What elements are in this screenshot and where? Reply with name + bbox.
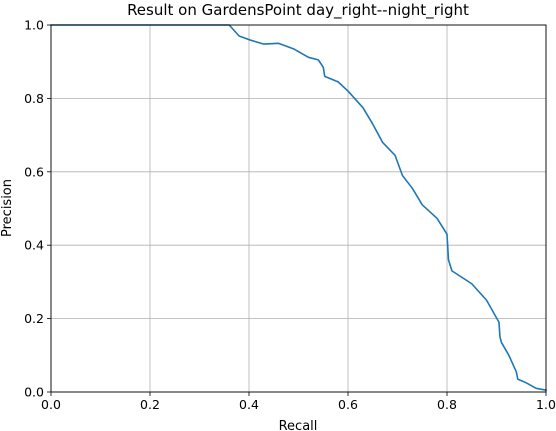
x-tick-label: 0.4	[239, 397, 259, 412]
precision-recall-line	[50, 24, 547, 392]
y-tick-label: 0.6	[24, 164, 44, 179]
x-tick-label: 0.0	[41, 397, 61, 412]
x-tick-label: 0.8	[437, 397, 457, 412]
x-tick-label: 0.6	[338, 397, 358, 412]
plot-area-border	[50, 24, 547, 393]
grid-lines	[50, 24, 547, 393]
tick-labels: 0.0 0.2 0.4 0.6 0.8 1.0 0.0 0.2 0.4 0.6 0.8 1.0	[24, 18, 556, 413]
y-tick-label: 0.2	[24, 311, 44, 326]
x-tick-label: 1.0	[536, 397, 556, 412]
y-tick-label: 0.0	[24, 385, 44, 400]
axes-frame	[50, 24, 547, 393]
y-tick-label: 0.4	[24, 238, 44, 253]
series-layer	[50, 24, 547, 392]
y-tick-label: 0.8	[24, 91, 44, 106]
x-axis-label: Recall	[279, 419, 318, 431]
tick-marks	[47, 24, 547, 396]
y-axis-label: Precision	[0, 179, 15, 237]
y-tick-label: 1.0	[24, 18, 44, 33]
x-tick-label: 0.2	[140, 397, 160, 412]
chart-title: Result on GardensPoint day_right--night_…	[127, 1, 469, 20]
